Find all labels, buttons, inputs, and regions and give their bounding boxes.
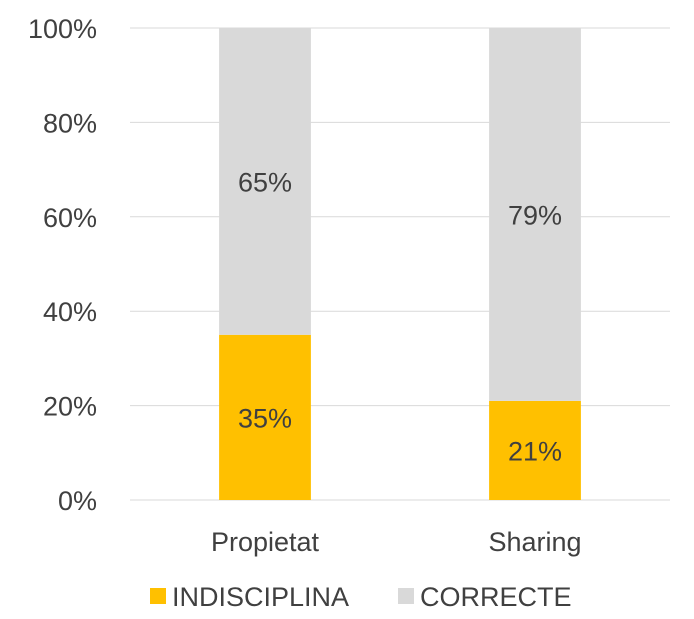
data-label: 21% <box>508 436 562 466</box>
bar-segment <box>489 28 581 401</box>
y-tick-label: 60% <box>43 203 97 233</box>
y-tick-label: 0% <box>58 486 97 516</box>
x-axis-category-labels: Propietat Sharing <box>211 527 582 557</box>
x-tick-label: Propietat <box>211 527 320 557</box>
data-label: 79% <box>508 200 562 230</box>
y-tick-label: 20% <box>43 392 97 422</box>
bar-segment <box>489 400 581 500</box>
legend-swatch <box>150 588 166 604</box>
x-tick-label: Sharing <box>488 527 581 557</box>
y-tick-label: 40% <box>43 297 97 327</box>
data-label: 35% <box>238 403 292 433</box>
legend-swatch <box>398 588 414 604</box>
bar-segment <box>219 334 311 500</box>
y-tick-label: 80% <box>43 108 97 138</box>
bar-segment <box>219 28 311 335</box>
y-tick-label: 100% <box>28 14 97 44</box>
gridlines <box>130 27 670 501</box>
legend: INDISCIPLINA CORRECTE <box>150 582 572 612</box>
legend-label: CORRECTE <box>420 582 572 612</box>
bars: 35% 65% 21% 79% <box>219 28 581 500</box>
legend-label: INDISCIPLINA <box>172 582 349 612</box>
data-label: 65% <box>238 167 292 197</box>
y-axis-tick-labels: 0% 20% 40% 60% 80% 100% <box>28 14 97 516</box>
